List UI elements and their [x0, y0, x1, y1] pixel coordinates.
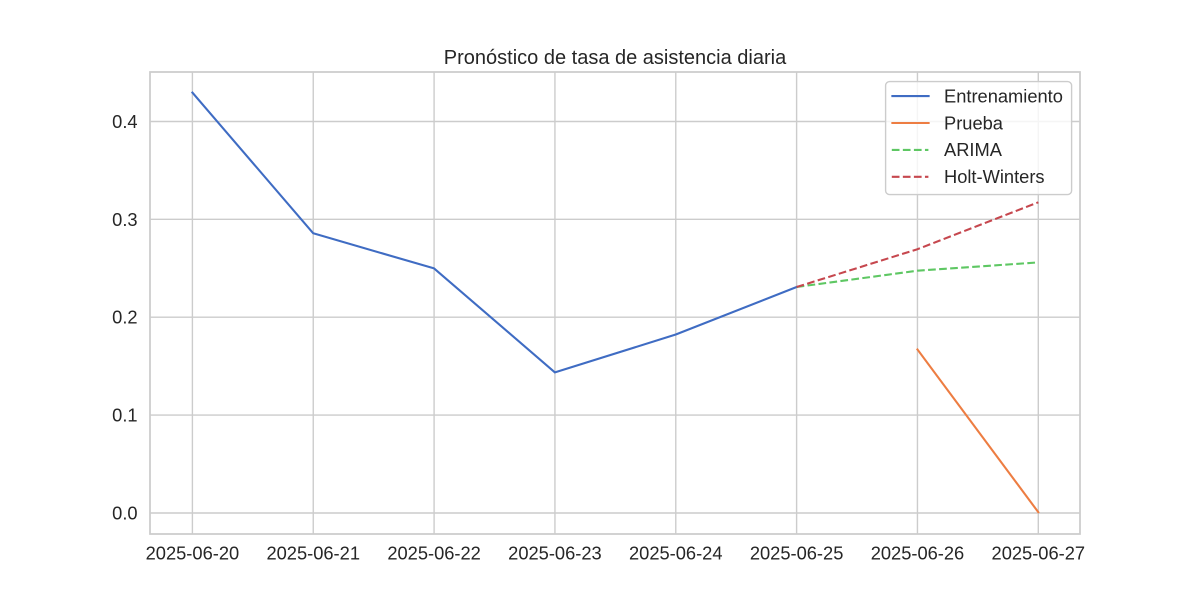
- svg-text:0.1: 0.1: [112, 405, 137, 426]
- svg-text:0.4: 0.4: [112, 111, 137, 132]
- svg-text:2025-06-24: 2025-06-24: [629, 543, 723, 564]
- svg-text:Entrenamiento: Entrenamiento: [944, 85, 1063, 106]
- svg-text:2025-06-23: 2025-06-23: [508, 543, 602, 564]
- svg-text:0.3: 0.3: [112, 209, 137, 230]
- svg-text:2025-06-21: 2025-06-21: [266, 543, 360, 564]
- svg-text:ARIMA: ARIMA: [944, 139, 1003, 160]
- svg-text:Holt-Winters: Holt-Winters: [944, 166, 1045, 187]
- svg-text:0.2: 0.2: [112, 307, 137, 328]
- svg-text:2025-06-25: 2025-06-25: [750, 543, 844, 564]
- svg-text:2025-06-27: 2025-06-27: [992, 543, 1086, 564]
- svg-text:2025-06-20: 2025-06-20: [146, 543, 240, 564]
- svg-text:Prueba: Prueba: [944, 112, 1004, 133]
- svg-text:2025-06-26: 2025-06-26: [871, 543, 965, 564]
- svg-text:2025-06-22: 2025-06-22: [387, 543, 481, 564]
- svg-text:0.0: 0.0: [112, 503, 137, 524]
- svg-text:Pronóstico de tasa de asistenc: Pronóstico de tasa de asistencia diaria: [444, 47, 787, 69]
